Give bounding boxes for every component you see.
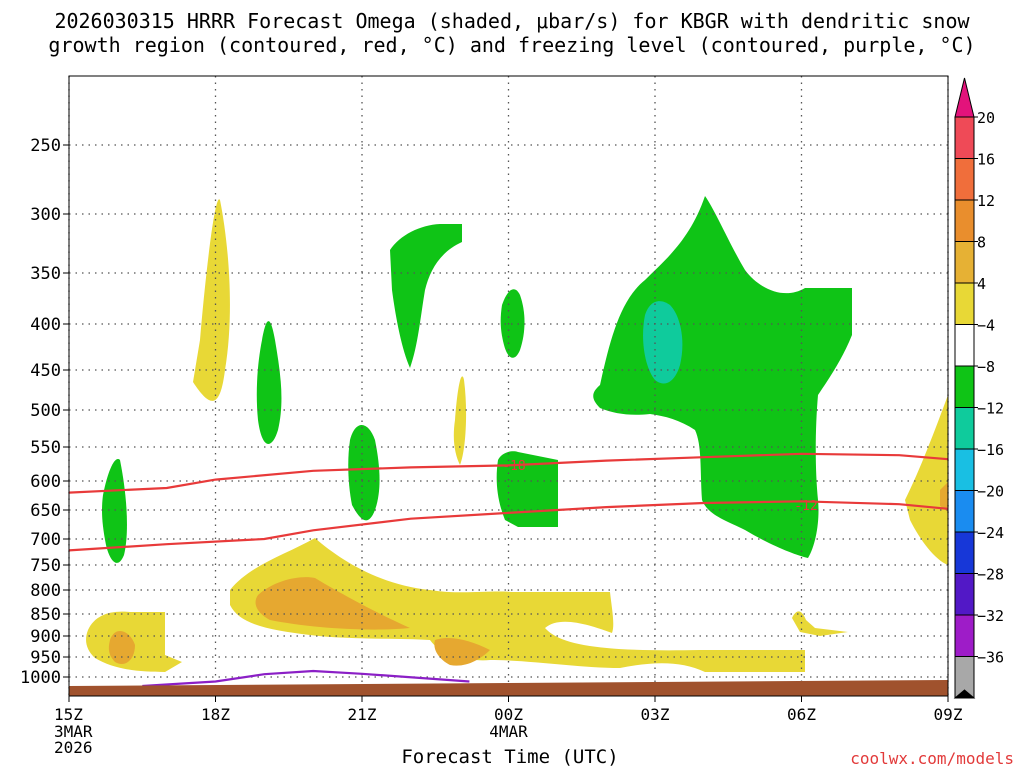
plot-area: -18 -12	[68, 75, 949, 697]
x-tick-label: 06Z	[787, 705, 816, 724]
y-tick-label: 450	[30, 361, 61, 381]
colorbar-segment	[954, 241, 975, 284]
colorbar-segment	[954, 116, 975, 159]
green-region-5	[500, 289, 525, 358]
colorbar-segment	[954, 407, 975, 450]
colorbar-label: 4	[977, 275, 986, 293]
colorbar-label: −24	[977, 524, 1004, 542]
y-tick-label: 250	[30, 136, 61, 156]
colorbar-label: −20	[977, 483, 1004, 501]
colorbar-label: 20	[977, 109, 995, 127]
colorbar-segment	[954, 614, 975, 657]
x-tick-sublabel: 3MAR	[54, 722, 93, 741]
colorbar-label: −32	[977, 607, 1004, 625]
x-tick-sublabel: 2026	[54, 738, 93, 757]
yellow-region-4	[86, 611, 182, 672]
colorbar-label: −16	[977, 441, 1004, 459]
y-tick-label: 350	[30, 264, 61, 284]
y-tick-label: 650	[30, 501, 61, 521]
y-tick-label: 900	[30, 627, 61, 647]
omega-shading	[86, 196, 948, 672]
colorbar-segment	[954, 490, 975, 533]
orange-region-3	[108, 630, 135, 665]
x-tick-label: 03Z	[641, 705, 670, 724]
y-tick-label: 850	[30, 605, 61, 625]
terrain-surface	[69, 680, 948, 696]
colorbar-label: −28	[977, 566, 1004, 584]
yellow-region-2	[453, 376, 467, 465]
contour-label-minus-18: -18	[502, 459, 525, 474]
colorbar-bottom-arrow	[953, 689, 976, 699]
y-tick-label: 300	[30, 205, 61, 225]
colorbar-segment	[954, 573, 975, 616]
colorbar: 20 16 12 8 4 −4 −8 −12 −16 −20 −24 −28 −32 −36	[953, 77, 1004, 699]
y-tick-label: 700	[30, 530, 61, 550]
y-tick-label: 750	[30, 556, 61, 576]
teal-region	[643, 301, 683, 384]
orange-region-1	[255, 577, 410, 630]
colorbar-label: −36	[977, 649, 1004, 667]
x-tick-label: 18Z	[201, 705, 230, 724]
x-tick-sublabel: 4MAR	[489, 722, 528, 741]
colorbar-segment	[954, 365, 975, 408]
colorbar-segment	[954, 448, 975, 491]
colorbar-label: 16	[977, 151, 995, 169]
colorbar-label: 12	[977, 192, 995, 210]
colorbar-segment	[954, 531, 975, 574]
y-tick-label: 550	[30, 438, 61, 458]
colorbar-segment	[954, 158, 975, 201]
green-region-4	[390, 224, 462, 368]
y-axis: 2503003504004505005506006507007508008509…	[20, 136, 69, 688]
x-tick-label: 21Z	[348, 705, 377, 724]
y-tick-label: 500	[30, 401, 61, 421]
dgz-contour-minus-12	[68, 500, 949, 552]
colorbar-label: −8	[977, 358, 995, 376]
colorbar-label: 8	[977, 234, 986, 252]
green-region-7	[593, 196, 852, 558]
x-tick-label: 15Z	[54, 705, 83, 724]
yellow-region-3	[230, 538, 805, 672]
colorbar-segment	[954, 324, 975, 367]
orange-region-4	[940, 482, 948, 512]
y-tick-label: 950	[30, 648, 61, 668]
yellow-region-6	[792, 611, 848, 636]
colorbar-segment	[954, 199, 975, 242]
chart-title-line2: growth region (contoured, red, °C) and f…	[48, 33, 975, 57]
x-tick-label: 00Z	[494, 705, 523, 724]
green-region-3	[348, 425, 380, 521]
watermark: coolwx.com/models	[850, 749, 1014, 768]
orange-region-2	[434, 638, 490, 666]
contour-label-minus-12: -12	[794, 499, 817, 514]
colorbar-top-arrow	[954, 77, 975, 118]
y-tick-label: 1000	[20, 668, 61, 688]
green-region-1	[102, 459, 127, 563]
colorbar-segment	[954, 282, 975, 325]
colorbar-label: −4	[977, 317, 995, 335]
yellow-region-1	[193, 199, 230, 401]
x-tick-label: 09Z	[934, 705, 963, 724]
y-tick-label: 600	[30, 472, 61, 492]
green-region-6	[496, 451, 558, 527]
green-region-2	[256, 321, 282, 444]
yellow-region-5	[905, 395, 948, 565]
colorbar-label: −12	[977, 400, 1004, 418]
x-axis-title: Forecast Time (UTC)	[401, 746, 618, 768]
y-tick-label: 800	[30, 581, 61, 601]
dgz-contour-minus-18	[68, 452, 949, 494]
freezing-level-contour	[142, 669, 470, 688]
chart-title-line1: 2026030315 HRRR Forecast Omega (shaded, …	[54, 9, 970, 33]
y-tick-label: 400	[30, 315, 61, 335]
